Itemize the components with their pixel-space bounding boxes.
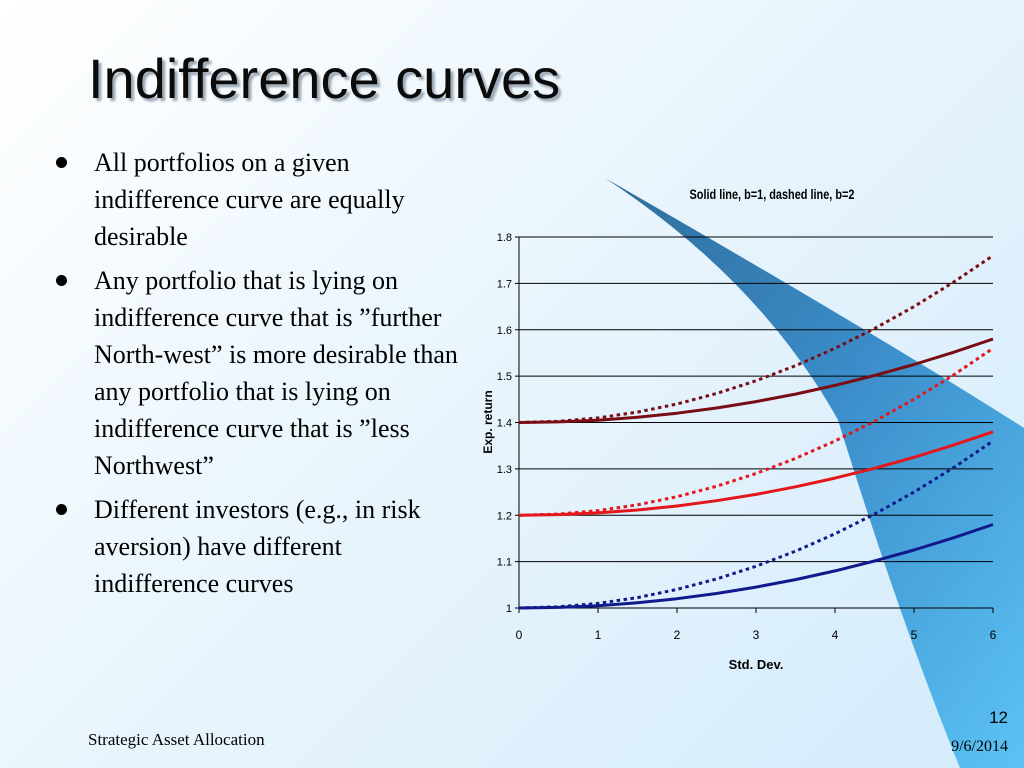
y-axis-label: Exp. return xyxy=(481,390,495,453)
series-line-dashed xyxy=(518,254,994,424)
y-tick-label: 1.1 xyxy=(497,557,512,569)
series-line-solid xyxy=(518,337,994,424)
series-line-dashed xyxy=(518,347,994,517)
x-tick-label: 1 xyxy=(595,628,602,642)
bullet-dot-icon xyxy=(56,275,67,286)
decorative-swoosh xyxy=(605,178,1024,768)
y-tick-label: 1 xyxy=(506,603,512,615)
chart-title: Solid line, b=1, dashed line, b=2 xyxy=(690,187,855,203)
slide-title: Indifference curves xyxy=(88,47,561,110)
bullet-text: Any portfolio that is lying on indiffere… xyxy=(94,266,458,480)
x-axis-label: Std. Dev. xyxy=(729,657,784,672)
y-tick-label: 1.3 xyxy=(497,464,512,476)
y-tick-label: 1.2 xyxy=(497,510,512,522)
y-tick-label: 1.6 xyxy=(497,325,512,337)
series-line-dashed xyxy=(518,439,994,610)
x-tick-label: 2 xyxy=(674,628,681,642)
series-line-solid xyxy=(518,523,994,610)
footer-date: 9/6/2014 xyxy=(951,738,1008,755)
bullet-list: All portfolios on a given indifference c… xyxy=(52,144,472,609)
bullet-text: Different investors (e.g., in risk avers… xyxy=(94,495,421,598)
bullet-item: All portfolios on a given indifference c… xyxy=(52,144,472,255)
bullet-text: All portfolios on a given indifference c… xyxy=(94,148,405,251)
x-tick-label: 3 xyxy=(753,628,760,642)
x-tick-label: 0 xyxy=(516,628,523,642)
bullet-item: Different investors (e.g., in risk avers… xyxy=(52,491,472,602)
x-tick-label: 4 xyxy=(832,628,839,642)
slide-number: 12 xyxy=(989,708,1008,727)
bullet-item: Any portfolio that is lying on indiffere… xyxy=(52,262,472,484)
y-tick-label: 1.5 xyxy=(497,371,512,383)
bullet-dot-icon xyxy=(56,157,67,168)
series-line-solid xyxy=(518,430,994,517)
y-tick-label: 1.8 xyxy=(497,232,512,244)
footer-text: Strategic Asset Allocation xyxy=(88,730,265,749)
bullet-dot-icon xyxy=(56,504,67,515)
x-tick-label: 6 xyxy=(990,628,997,642)
x-tick-label: 5 xyxy=(911,628,918,642)
y-tick-label: 1.4 xyxy=(497,418,512,430)
y-tick-label: 1.7 xyxy=(497,278,512,290)
